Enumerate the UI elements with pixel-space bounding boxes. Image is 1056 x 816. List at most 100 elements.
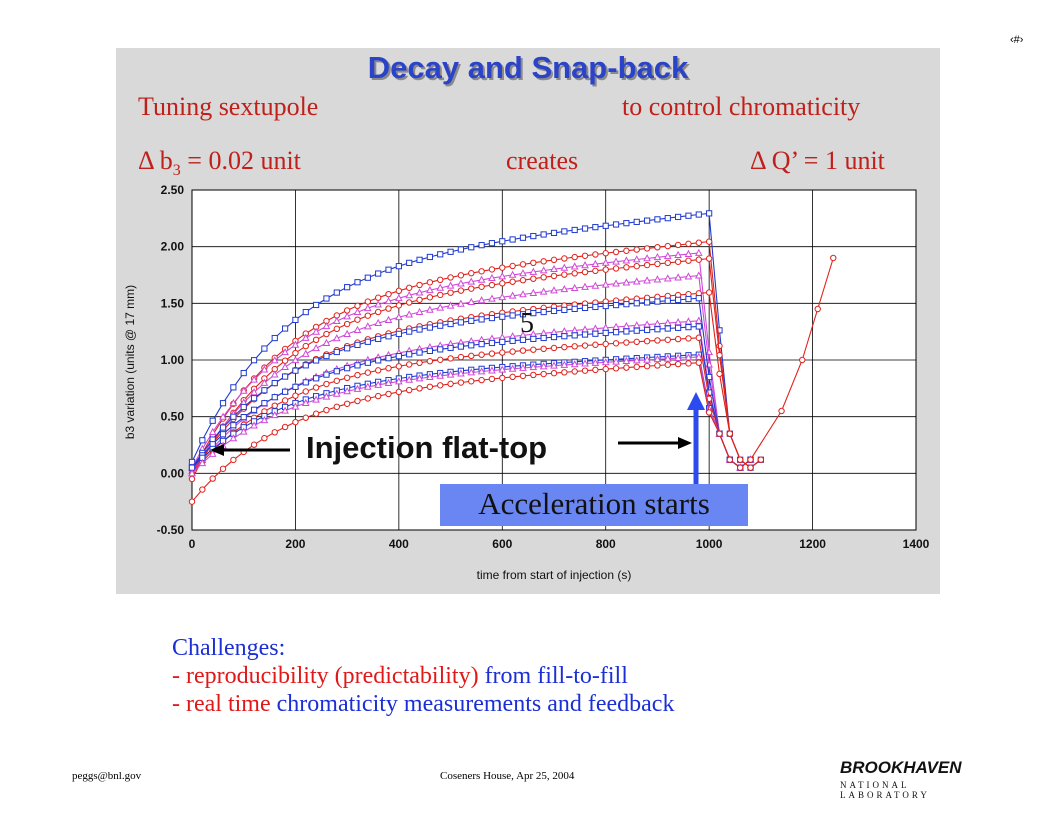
data-point <box>540 334 547 342</box>
data-point <box>344 345 351 352</box>
data-point <box>592 267 599 275</box>
data-point <box>457 272 465 279</box>
data-point <box>706 210 713 217</box>
data-point <box>705 289 713 296</box>
data-point <box>219 431 227 438</box>
data-point <box>540 274 547 281</box>
data-point <box>406 259 413 266</box>
data-point <box>612 248 620 256</box>
data-point <box>395 363 403 370</box>
data-point <box>363 382 372 390</box>
data-point <box>633 363 640 371</box>
data-point <box>240 369 247 377</box>
data-point <box>674 318 682 326</box>
data-point <box>312 336 320 344</box>
data-point <box>592 330 599 337</box>
data-point <box>674 353 682 362</box>
data-point <box>592 251 599 258</box>
data-point <box>561 228 568 235</box>
data-point <box>643 245 651 252</box>
data-point <box>406 284 413 291</box>
data-point <box>457 246 465 253</box>
data-point <box>230 422 237 429</box>
data-point <box>623 264 630 271</box>
data-point <box>550 286 558 294</box>
data-point <box>364 298 372 305</box>
data-point <box>395 388 403 396</box>
data-point <box>499 338 506 345</box>
data-point <box>508 291 517 299</box>
data-point <box>519 290 527 298</box>
data-point <box>684 317 693 325</box>
data-point <box>302 414 309 421</box>
data-point <box>664 325 671 332</box>
data-point <box>426 279 434 286</box>
acceleration-label: Acceleration starts <box>478 486 710 521</box>
data-point <box>653 275 662 283</box>
data-point <box>240 414 247 421</box>
data-point <box>447 380 454 388</box>
data-point <box>664 242 671 250</box>
data-point <box>499 313 506 320</box>
data-point <box>354 316 361 323</box>
data-point <box>447 344 454 352</box>
data-point <box>292 383 299 390</box>
data-point <box>343 374 351 382</box>
data-point <box>695 211 702 218</box>
x-tick-label: 200 <box>285 537 305 551</box>
data-point <box>622 256 631 264</box>
injection-arrowhead-left <box>210 444 224 456</box>
data-point <box>509 236 516 243</box>
data-point <box>581 261 589 269</box>
data-point <box>447 248 454 255</box>
data-point <box>395 377 403 385</box>
data-point <box>374 367 382 374</box>
data-point <box>550 229 558 237</box>
data-point <box>488 314 496 322</box>
acceleration-label-box: Acceleration starts <box>440 484 748 526</box>
data-point <box>302 379 309 386</box>
data-point <box>426 324 433 331</box>
data-point <box>643 261 651 269</box>
data-point <box>654 260 661 268</box>
data-point <box>354 341 361 348</box>
challenge-2-blue: chromaticity measurements and feedback <box>270 691 675 717</box>
data-point <box>343 387 351 395</box>
data-point <box>416 385 423 392</box>
data-point <box>592 303 599 311</box>
data-point <box>623 364 630 371</box>
data-point <box>250 375 258 383</box>
data-point <box>592 341 599 348</box>
data-point <box>612 279 620 287</box>
data-point <box>623 247 630 254</box>
data-point <box>415 307 424 316</box>
data-point <box>312 410 320 417</box>
tuning-right-text: to control chromaticity <box>622 92 861 121</box>
data-point <box>250 406 258 413</box>
data-point <box>498 292 507 301</box>
data-point <box>653 355 662 363</box>
data-point <box>323 330 330 338</box>
data-point <box>457 379 465 386</box>
data-point <box>539 287 548 295</box>
data-point <box>685 257 692 264</box>
data-point <box>436 283 445 291</box>
data-point <box>281 397 289 404</box>
challenge-1-red: - reproducibility (predictability) <box>172 663 479 689</box>
data-point <box>375 270 382 277</box>
data-point <box>416 256 423 263</box>
data-point <box>437 276 444 283</box>
data-point <box>468 342 475 349</box>
data-point <box>229 434 238 442</box>
data-point <box>633 338 640 346</box>
data-point <box>654 216 661 223</box>
data-point <box>333 403 341 411</box>
data-point <box>333 377 341 384</box>
data-point <box>374 300 383 308</box>
data-point <box>705 409 713 416</box>
data-point <box>550 264 558 273</box>
data-point <box>633 327 640 334</box>
data-point <box>632 356 641 364</box>
data-point <box>685 240 692 248</box>
y-tick-label: 1.50 <box>161 296 185 310</box>
